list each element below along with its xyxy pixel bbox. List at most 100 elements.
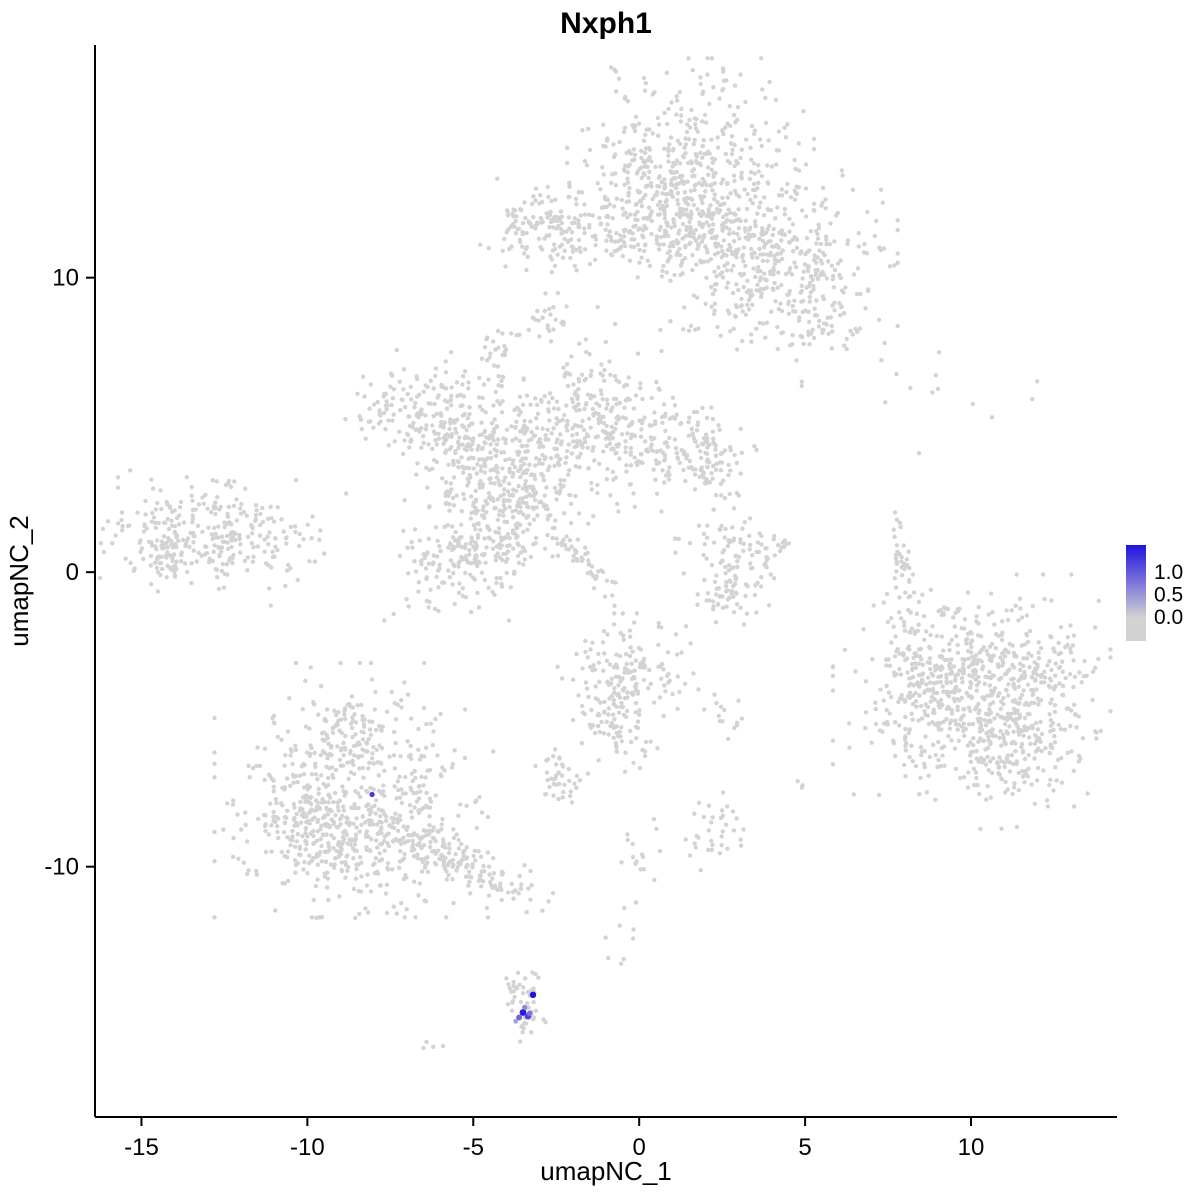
cell-point [420,859,425,865]
cell-point [542,493,547,498]
cell-point [1048,723,1054,728]
cell-point [235,812,240,817]
cell-point [655,183,660,189]
cell-point [538,215,543,221]
cell-point [842,343,847,348]
cell-point [442,768,447,773]
cell-point [611,154,617,160]
cell-point [643,146,649,151]
cell-point [941,689,946,694]
cell-point [339,730,344,736]
cell-point [165,545,170,550]
cell-point [982,681,987,686]
cell-point [561,537,566,543]
cell-point [903,726,908,732]
cell-point [648,181,654,186]
cell-point [611,142,616,147]
cell-point [538,499,544,504]
cell-point [577,407,582,413]
cell-point [759,173,765,179]
cell-point [907,727,912,732]
cell-point [974,683,980,688]
cell-point [1072,674,1078,680]
cell-point [498,494,503,499]
cell-point [164,575,169,580]
cell-point [895,260,900,265]
cell-point [545,532,550,538]
cell-point [237,536,242,542]
cell-point [551,327,556,332]
cell-point [731,230,736,235]
cell-point [968,759,974,764]
cell-point [1036,656,1042,661]
cell-point [638,867,643,872]
cell-point [1047,685,1053,690]
cell-point [796,168,802,173]
cell-point [343,716,348,722]
cell-point [119,517,124,523]
cell-point [423,775,428,780]
cell-point [579,372,585,377]
cell-point [656,624,661,629]
cell-point [427,823,432,828]
cell-point [554,762,559,767]
cell-point [1068,650,1074,655]
cell-point [622,670,627,675]
cell-point [779,238,784,243]
cell-point [630,690,635,695]
cell-point [601,449,606,454]
cell-point [443,370,449,375]
cell-point [472,577,477,582]
cell-point [683,136,688,141]
cell-point [843,285,848,290]
cell-point [513,231,519,236]
cell-point [747,547,752,552]
cell-point [617,456,622,461]
cell-point [363,436,368,441]
cell-point [988,675,993,681]
cell-point [567,468,572,473]
cell-point [566,239,571,245]
cell-point [703,301,708,306]
cell-point [675,455,680,460]
cell-point [1035,672,1040,678]
cell-point [367,406,372,411]
cell-point [460,593,465,599]
cell-point [155,589,160,594]
cell-point [830,738,836,743]
cell-point [399,800,405,806]
cell-point [496,512,502,518]
cell-point [706,847,711,853]
cell-point [501,499,506,504]
cell-point [244,513,249,518]
cell-point [535,308,540,314]
cell-point [423,804,428,809]
cell-point [593,237,599,242]
cell-point [440,816,445,822]
cell-point [712,308,717,313]
cell-point [736,207,741,212]
cell-point [654,379,659,385]
cell-point [792,157,797,163]
cell-point [618,679,623,684]
cell-point [358,417,364,422]
cell-point [333,767,339,772]
cell-point [853,669,858,674]
cell-point [199,553,204,558]
cell-point [459,455,464,460]
cell-point [589,707,594,713]
cell-point [660,420,665,425]
cell-point [551,406,557,411]
cell-point [230,802,236,807]
cell-point [665,444,670,449]
cell-point [1022,780,1027,785]
cell-point [342,793,347,798]
cell-point [609,693,615,699]
cell-point [807,342,812,347]
cell-point [627,258,633,263]
cell-point [1013,710,1018,716]
cell-point [845,241,850,246]
cell-point [522,557,527,562]
cell-point [469,447,474,452]
cell-point [1031,700,1037,705]
